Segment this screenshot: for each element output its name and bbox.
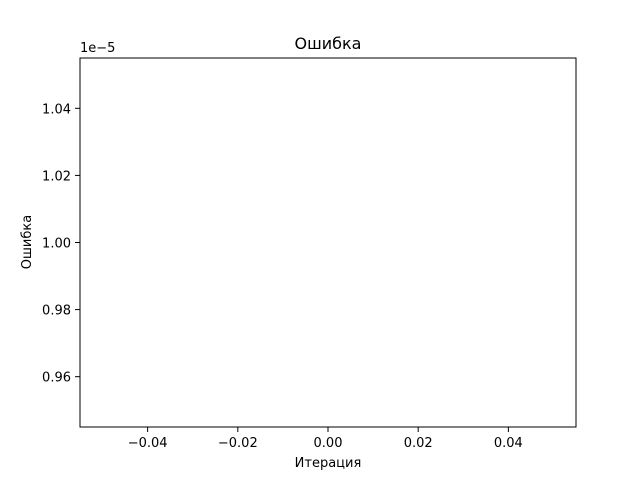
y-axis-ticks: 0.96 0.98 1.00 1.02 1.04	[42, 102, 80, 386]
x-tick-label: 0.04	[494, 436, 523, 451]
x-tick-label: 0.02	[404, 436, 433, 451]
chart-title: Ошибка	[295, 34, 362, 53]
y-tick-label: 1.04	[42, 102, 71, 117]
y-axis-offset-label: 1e−5	[80, 41, 115, 56]
y-tick-label: 0.98	[42, 304, 71, 319]
x-axis-ticks: −0.04 −0.02 0.00 0.02 0.04	[128, 427, 523, 451]
y-tick-label: 1.00	[42, 237, 71, 252]
y-tick-label: 1.02	[42, 169, 71, 184]
y-axis-title: Ошибка	[20, 215, 35, 269]
y-tick-label: 0.96	[42, 371, 71, 386]
x-tick-label: −0.02	[218, 436, 258, 451]
x-tick-label: 0.00	[314, 436, 343, 451]
x-axis-title: Итерация	[295, 456, 362, 471]
x-tick-label: −0.04	[128, 436, 168, 451]
